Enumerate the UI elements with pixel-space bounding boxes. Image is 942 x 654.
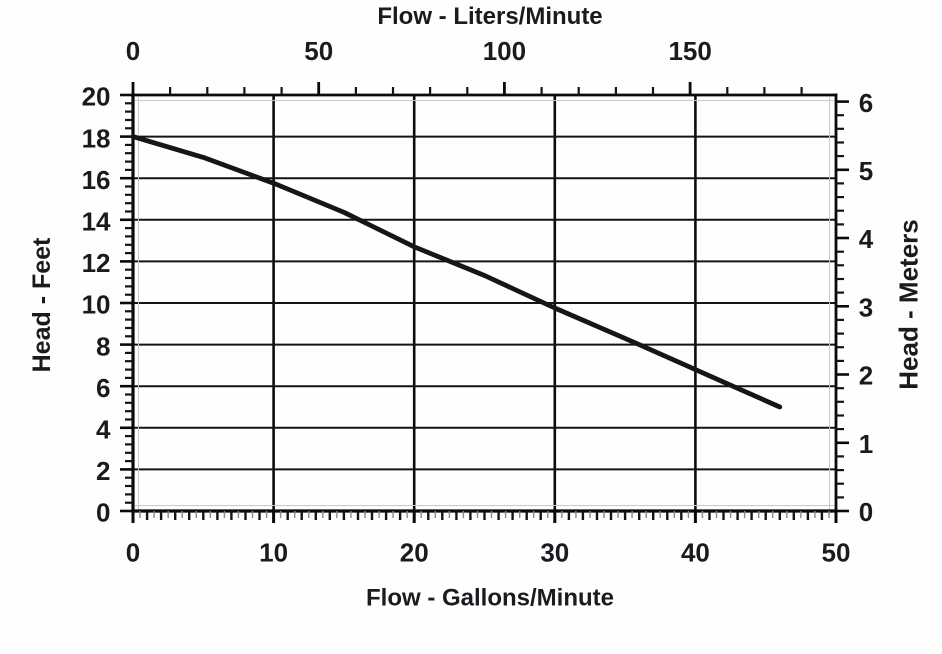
svg-text:30: 30	[540, 538, 569, 568]
svg-text:10: 10	[259, 538, 288, 568]
svg-text:0: 0	[859, 497, 873, 527]
svg-text:6: 6	[96, 373, 110, 403]
svg-text:16: 16	[82, 165, 111, 195]
svg-text:0: 0	[126, 538, 140, 568]
svg-text:2: 2	[96, 456, 110, 486]
svg-text:8: 8	[96, 331, 110, 361]
svg-text:4: 4	[859, 224, 874, 254]
svg-text:20: 20	[82, 82, 111, 112]
svg-text:10: 10	[82, 290, 111, 320]
svg-text:Flow - Gallons/Minute: Flow - Gallons/Minute	[366, 585, 614, 612]
svg-text:Head - Feet: Head - Feet	[28, 237, 56, 372]
svg-text:150: 150	[668, 36, 711, 66]
svg-text:50: 50	[822, 538, 851, 568]
svg-text:40: 40	[681, 538, 710, 568]
svg-text:18: 18	[82, 123, 111, 153]
svg-text:50: 50	[304, 36, 333, 66]
svg-text:20: 20	[400, 538, 429, 568]
svg-text:Flow - Liters/Minute: Flow - Liters/Minute	[377, 3, 602, 30]
svg-text:12: 12	[82, 248, 111, 278]
svg-text:4: 4	[96, 415, 111, 445]
svg-text:0: 0	[126, 36, 140, 66]
svg-text:2: 2	[859, 361, 873, 391]
svg-text:100: 100	[483, 36, 526, 66]
svg-text:0: 0	[96, 498, 110, 528]
svg-text:6: 6	[859, 88, 873, 118]
svg-text:3: 3	[859, 292, 873, 322]
svg-text:14: 14	[82, 207, 111, 237]
svg-text:1: 1	[859, 429, 873, 459]
svg-text:5: 5	[859, 156, 873, 186]
svg-text:Head - Meters: Head - Meters	[894, 219, 924, 390]
